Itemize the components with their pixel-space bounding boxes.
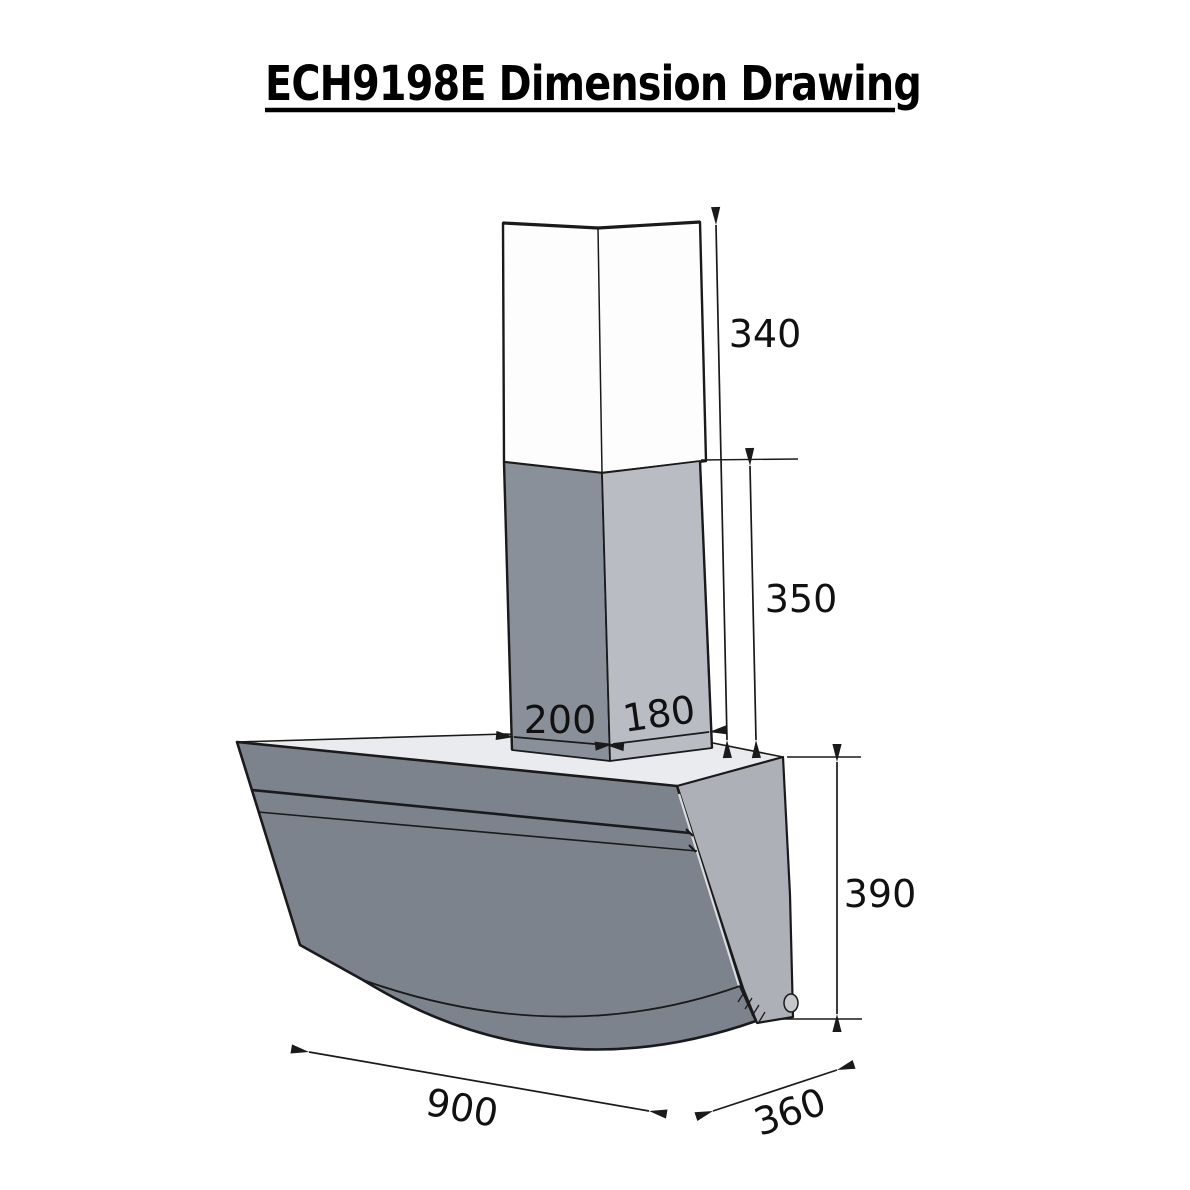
body-height-label: 390 [844,872,917,916]
dim-line-chimney-lower-height [745,447,761,759]
front-band-upper-line [251,788,691,835]
dim-line-body-depth [694,1059,856,1122]
body-depth-label: 360 [749,1079,832,1144]
chimney-top-edge [502,220,701,230]
lip-end-hatching [737,990,766,1023]
chimney-upper-height-label: 340 [729,312,802,356]
chimney-base-depth-label: 200 [524,698,597,742]
chimney-outer-edges [502,460,714,751]
dimension-lines [290,206,862,1122]
chimney-upper-corner-edge [597,227,603,474]
front-panel-edge-highlight [677,793,741,987]
band-edge-notches [685,828,697,853]
hood-side-cap [783,993,799,1013]
dim-line-chimney-upper-height [711,206,732,759]
chimney-base-width-label: 180 [620,687,698,741]
dimension-labels: 340 350 200 180 390 900 360 [422,312,916,1145]
front-band-lower-line [257,811,698,852]
chimney-lower-height-label: 350 [765,577,838,621]
chimney [501,220,714,762]
dim-line-chimney-base-depth [495,730,625,752]
dim-line-chimney-base-width [594,725,728,751]
body-width-label: 900 [422,1080,501,1136]
hood-right-side-face [675,755,795,1025]
hood-bottom-lip-line [362,979,741,1018]
ext-line-chimney-sections [700,458,799,461]
dim-line-body-width [290,1044,668,1119]
hood-body [235,733,799,1051]
chimney-upper-section [501,220,708,475]
page-title: ECH9198E Dimension Drawing [265,56,921,112]
